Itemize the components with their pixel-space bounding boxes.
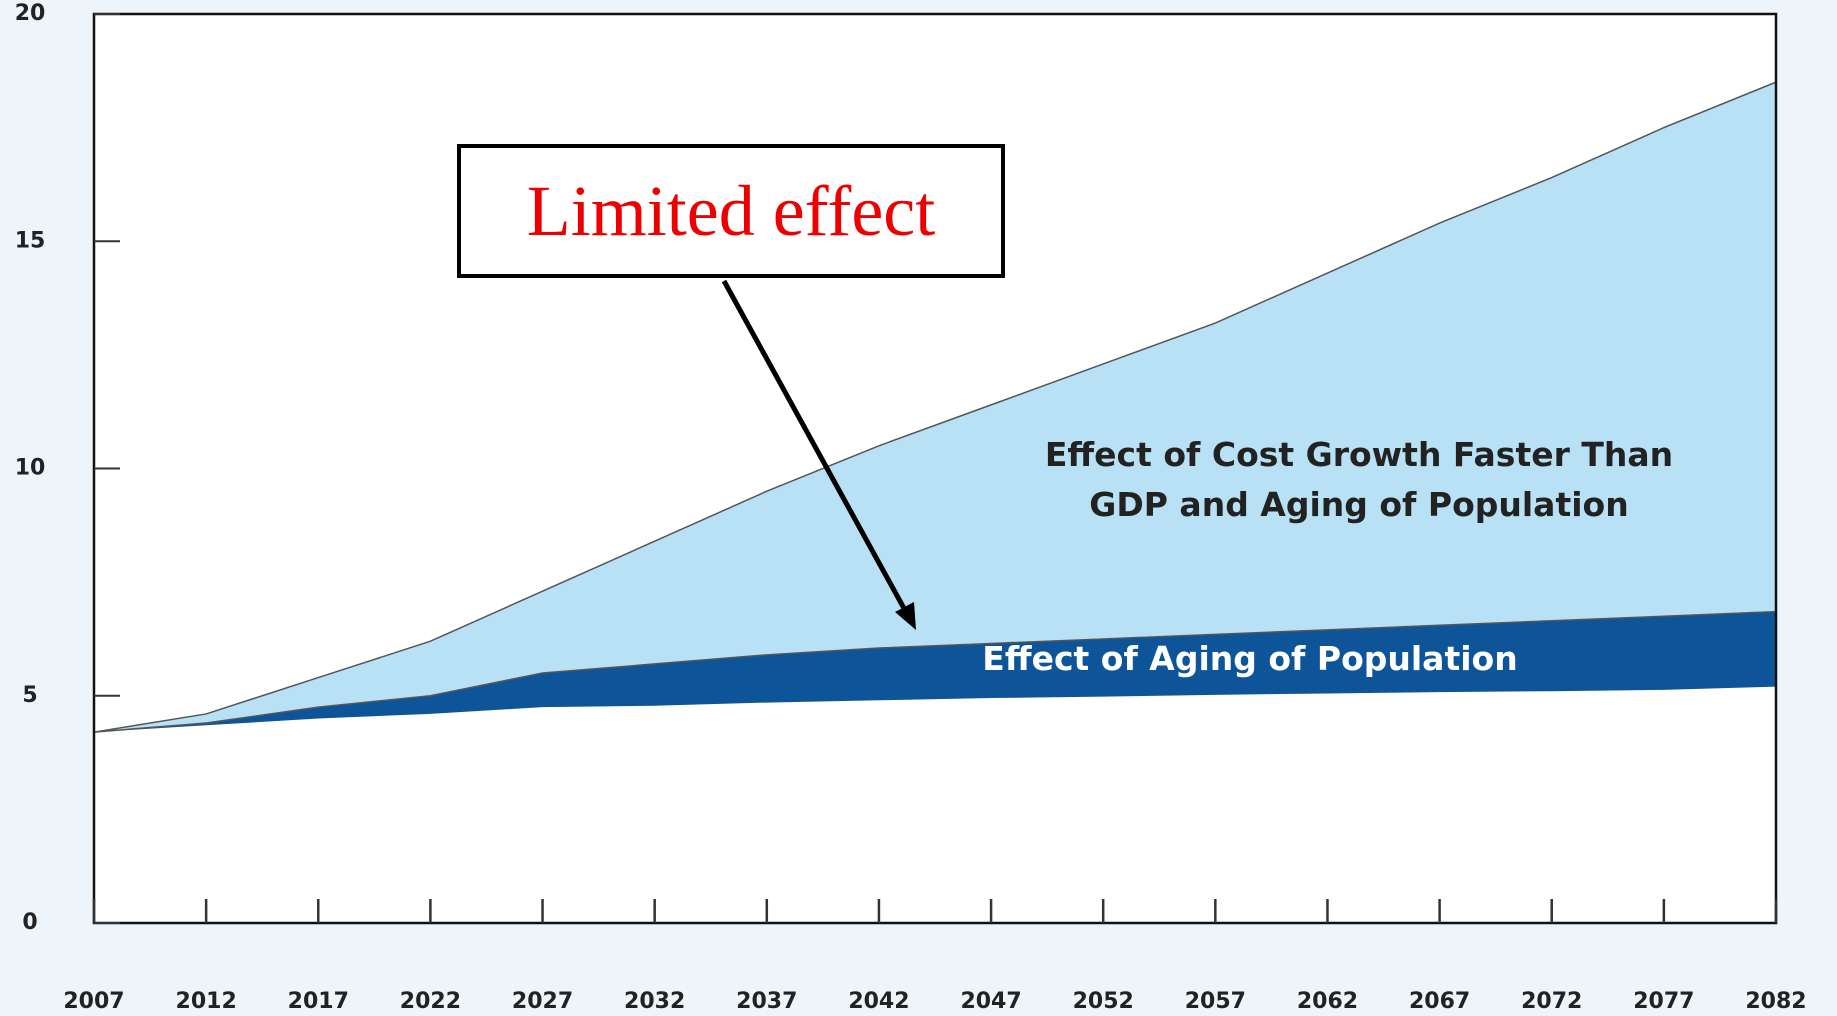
x-tick-label: 2072 [1521, 989, 1582, 1014]
x-tick-label: 2022 [400, 989, 461, 1014]
x-tick-label: 2042 [848, 989, 909, 1014]
annotation: Limited effect [457, 144, 1005, 278]
x-tick-label: 2082 [1745, 989, 1806, 1014]
x-tick-label: 2047 [960, 989, 1021, 1014]
x-tick-label: 2057 [1185, 989, 1246, 1014]
area [94, 686, 1776, 923]
y-tick-label: 5 [22, 683, 37, 708]
series-label: Effect of Cost Growth Faster Than GDP an… [1044, 435, 1674, 524]
x-tick-label: 2007 [63, 989, 124, 1014]
x-tick-label: 2037 [736, 989, 797, 1014]
x-tick-label: 2067 [1409, 989, 1470, 1014]
x-tick-label: 2052 [1073, 989, 1134, 1014]
y-tick-label: 20 [15, 1, 46, 26]
series-label: Effect of Aging of Population [982, 639, 1518, 678]
y-tick-label: 15 [15, 228, 46, 253]
y-tick-label: 10 [15, 456, 46, 481]
x-tick-label: 2077 [1633, 989, 1694, 1014]
y-tick-label: 0 [22, 910, 37, 935]
x-tick-label: 2062 [1297, 989, 1358, 1014]
area [94, 611, 1776, 733]
annotation-arrow [721, 279, 909, 614]
x-tick-label: 2032 [624, 989, 685, 1014]
x-tick-label: 2027 [512, 989, 573, 1014]
x-tick-label: 2017 [288, 989, 349, 1014]
x-tick-label: 2012 [176, 989, 237, 1014]
annotation-arrowhead [895, 602, 916, 630]
